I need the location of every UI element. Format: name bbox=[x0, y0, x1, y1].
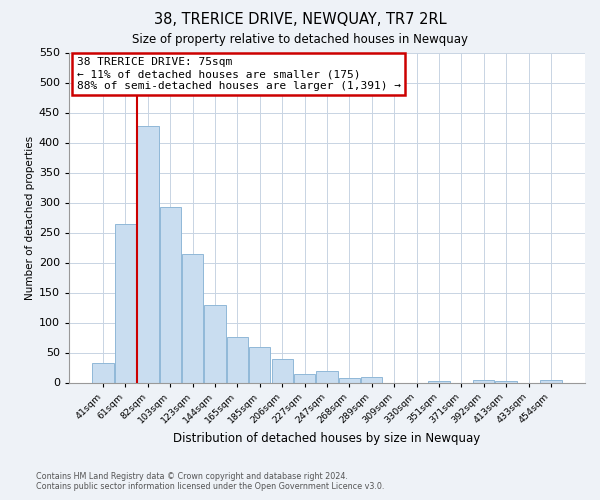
Bar bbox=[316, 370, 338, 382]
Text: Size of property relative to detached houses in Newquay: Size of property relative to detached ho… bbox=[132, 32, 468, 46]
Text: Contains HM Land Registry data © Crown copyright and database right 2024.
Contai: Contains HM Land Registry data © Crown c… bbox=[36, 472, 385, 491]
Bar bbox=[160, 208, 181, 382]
Bar bbox=[182, 254, 203, 382]
Bar bbox=[92, 364, 114, 382]
Bar bbox=[339, 378, 360, 382]
Bar bbox=[496, 380, 517, 382]
Bar bbox=[540, 380, 562, 382]
Bar bbox=[205, 305, 226, 382]
Bar bbox=[115, 224, 136, 382]
Bar bbox=[272, 358, 293, 382]
Bar bbox=[227, 337, 248, 382]
Bar bbox=[361, 376, 382, 382]
Text: 38, TRERICE DRIVE, NEWQUAY, TR7 2RL: 38, TRERICE DRIVE, NEWQUAY, TR7 2RL bbox=[154, 12, 446, 28]
Y-axis label: Number of detached properties: Number of detached properties bbox=[25, 136, 35, 300]
Bar bbox=[473, 380, 494, 382]
Bar bbox=[294, 374, 315, 382]
Bar bbox=[249, 347, 271, 382]
X-axis label: Distribution of detached houses by size in Newquay: Distribution of detached houses by size … bbox=[173, 432, 481, 445]
Bar bbox=[137, 126, 158, 382]
Text: 38 TRERICE DRIVE: 75sqm
← 11% of detached houses are smaller (175)
88% of semi-d: 38 TRERICE DRIVE: 75sqm ← 11% of detache… bbox=[77, 58, 401, 90]
